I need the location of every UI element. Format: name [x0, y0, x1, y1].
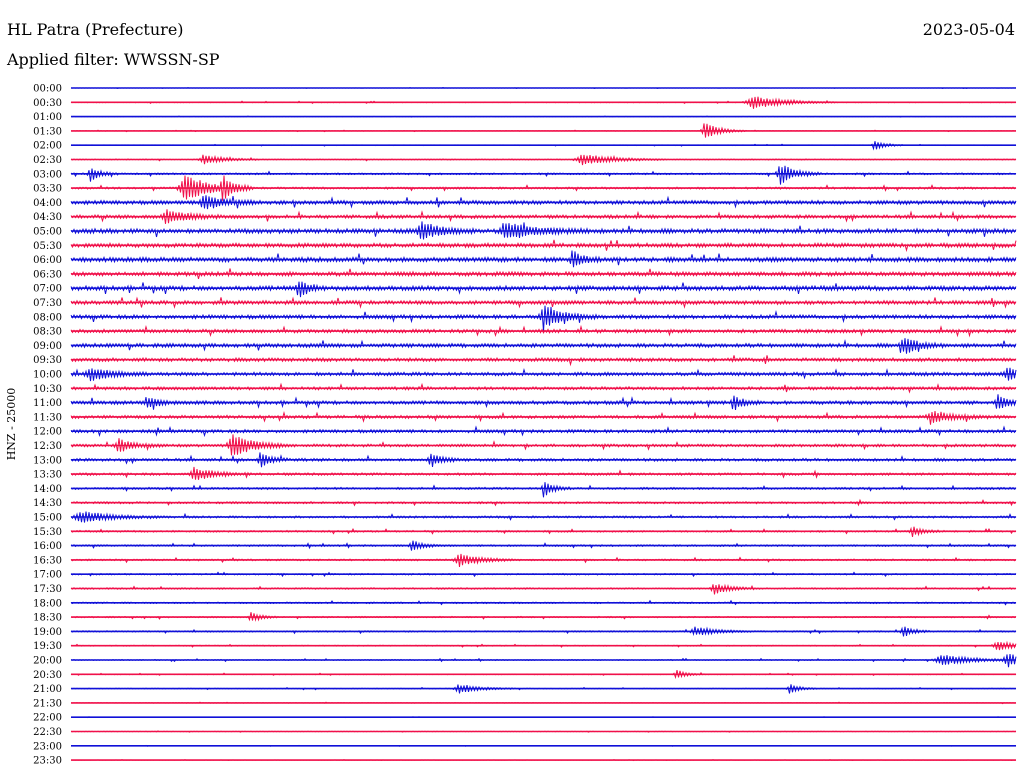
time-tick-label: 09:00: [33, 341, 62, 352]
time-tick-label: 23:00: [33, 741, 62, 752]
time-tick-label: 23:30: [33, 756, 62, 767]
time-tick-label: 16:30: [33, 555, 62, 566]
time-tick-label: 10:30: [33, 384, 62, 395]
filter-label: Applied filter: WWSSN-SP: [7, 50, 220, 69]
time-tick-label: 01:30: [33, 126, 62, 137]
trace-line: [70, 195, 1017, 210]
time-tick-label: 14:00: [33, 484, 62, 495]
trace-line: [70, 583, 1017, 595]
time-tick-label: 13:30: [33, 470, 62, 481]
time-tick-label: 08:30: [33, 327, 62, 338]
trace-line: [70, 355, 1017, 367]
time-tick-label: 09:30: [33, 355, 62, 366]
time-tick-label: 02:00: [33, 141, 62, 152]
time-tick-label: 17:30: [33, 584, 62, 595]
time-tick-label: 01:00: [33, 112, 62, 123]
time-tick-label: 07:00: [33, 284, 62, 295]
time-tick-label: 18:30: [33, 613, 62, 624]
time-tick-label: 20:30: [33, 670, 62, 681]
time-tick-labels: 00:00 00:30 01:00 01:30 02:00 02:30 03:00 03:30…: [33, 84, 62, 767]
trace-line: [70, 281, 1017, 298]
time-tick-label: 19:00: [33, 627, 62, 638]
time-tick-label: 03:00: [33, 169, 62, 180]
trace-line: [70, 305, 1017, 332]
time-tick-label: 07:30: [33, 298, 62, 309]
trace-line: [70, 221, 1017, 240]
time-tick-label: 00:30: [33, 98, 62, 109]
time-tick-label: 15:00: [33, 513, 62, 524]
time-tick-label: 13:00: [33, 455, 62, 466]
time-tick-label: 21:00: [33, 684, 62, 695]
time-tick-label: 12:00: [33, 427, 62, 438]
time-tick-label: 15:30: [33, 527, 62, 538]
y-axis-label: HNZ - 25000: [5, 388, 18, 461]
time-tick-label: 05:00: [33, 227, 62, 238]
time-tick-label: 17:00: [33, 570, 62, 581]
time-tick-label: 12:30: [33, 441, 62, 452]
time-tick-label: 00:00: [33, 84, 62, 95]
time-tick-label: 16:00: [33, 541, 62, 552]
station-title: HL Patra (Prefecture): [7, 20, 184, 39]
time-tick-label: 11:30: [33, 412, 62, 423]
time-tick-label: 18:00: [33, 598, 62, 609]
trace-group: [70, 87, 1017, 762]
time-tick-label: 04:30: [33, 212, 62, 223]
trace-line: [70, 411, 1017, 425]
trace-line: [70, 239, 1017, 253]
time-tick-label: 22:00: [33, 713, 62, 724]
time-tick-label: 22:30: [33, 727, 62, 738]
time-tick-label: 11:00: [33, 398, 62, 409]
time-tick-label: 21:30: [33, 698, 62, 709]
time-tick-label: 04:00: [33, 198, 62, 209]
time-tick-label: 08:00: [33, 312, 62, 323]
time-tick-label: 20:00: [33, 656, 62, 667]
time-tick-label: 02:30: [33, 155, 62, 166]
trace-line: [70, 250, 1017, 268]
time-tick-label: 19:30: [33, 641, 62, 652]
time-tick-label: 03:30: [33, 184, 62, 195]
time-tick-label: 06:30: [33, 269, 62, 280]
time-tick-label: 10:00: [33, 370, 62, 381]
trace-line: [70, 165, 1017, 185]
trace-line: [70, 482, 1017, 498]
date-label: 2023-05-04: [922, 20, 1015, 39]
trace-line: [70, 394, 1017, 410]
time-tick-label: 06:00: [33, 255, 62, 266]
trace-line: [70, 296, 1017, 309]
trace-line: [70, 338, 1017, 354]
time-tick-label: 05:30: [33, 241, 62, 252]
time-tick-label: 14:30: [33, 498, 62, 509]
trace-line: [70, 425, 1017, 438]
